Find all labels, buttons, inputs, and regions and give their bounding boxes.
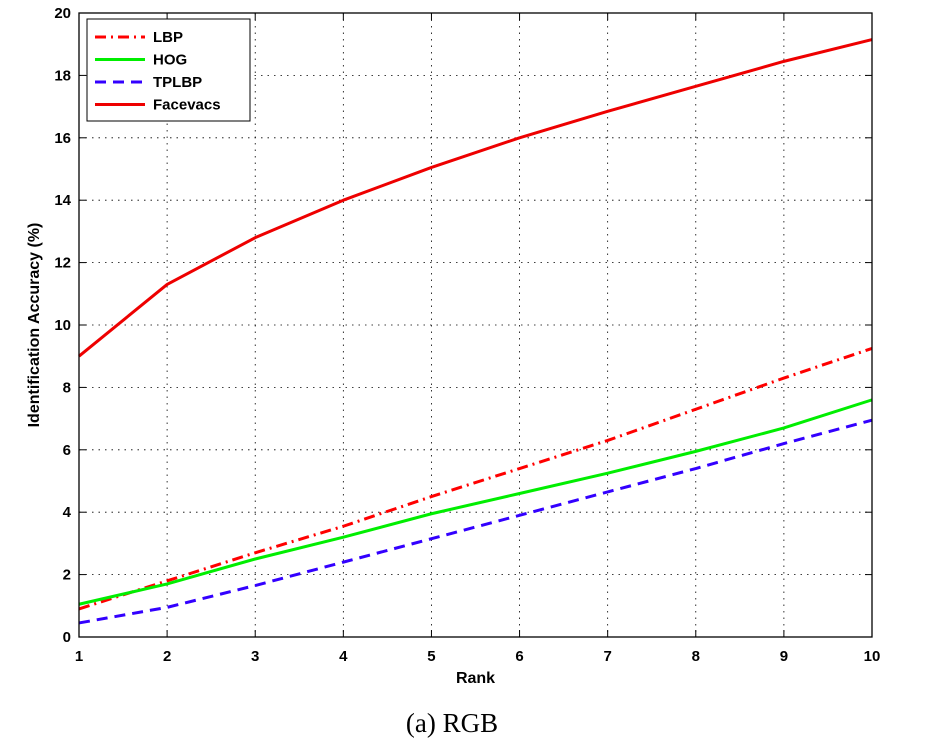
legend-label: Facevacs	[153, 97, 221, 114]
x-tick-label: 8	[692, 648, 700, 665]
y-tick-label: 16	[54, 130, 71, 147]
y-tick-label: 14	[54, 192, 71, 209]
x-tick-label: 4	[339, 648, 348, 665]
x-tick-label: 10	[864, 648, 881, 665]
x-tick-label: 7	[603, 648, 611, 665]
y-tick-label: 2	[63, 567, 71, 584]
x-tick-label: 6	[515, 648, 523, 665]
y-tick-label: 6	[63, 442, 71, 459]
x-tick-label: 3	[251, 648, 259, 665]
y-tick-label: 10	[54, 317, 71, 334]
figure-caption: (a) RGB	[406, 708, 498, 738]
grid	[79, 13, 872, 637]
y-tick-label: 12	[54, 255, 71, 272]
y-tick-label: 20	[54, 5, 71, 22]
y-axis-title: Identification Accuracy (%)	[26, 223, 43, 428]
legend: LBP HOG TPLBP Facevacs	[86, 18, 251, 122]
x-tick-label: 2	[163, 648, 171, 665]
y-tick-label: 0	[63, 629, 71, 646]
legend-label: LBP	[153, 29, 183, 46]
series-line-facevacs	[78, 38, 873, 358]
series-line-tplbp	[78, 418, 873, 625]
series-lines	[78, 38, 873, 625]
y-tick-label: 18	[54, 67, 71, 84]
x-tick-label: 9	[780, 648, 788, 665]
x-tick-label: 5	[427, 648, 435, 665]
x-axis-title: Rank	[456, 670, 495, 687]
legend-label: HOG	[153, 52, 187, 69]
series-line-lbp	[78, 346, 873, 611]
legend-label: TPLBP	[153, 74, 202, 91]
x-tick-label: 1	[75, 648, 83, 665]
y-tick-label: 8	[63, 379, 71, 396]
y-tick-label: 4	[63, 504, 72, 521]
series-line-hog	[78, 398, 873, 606]
